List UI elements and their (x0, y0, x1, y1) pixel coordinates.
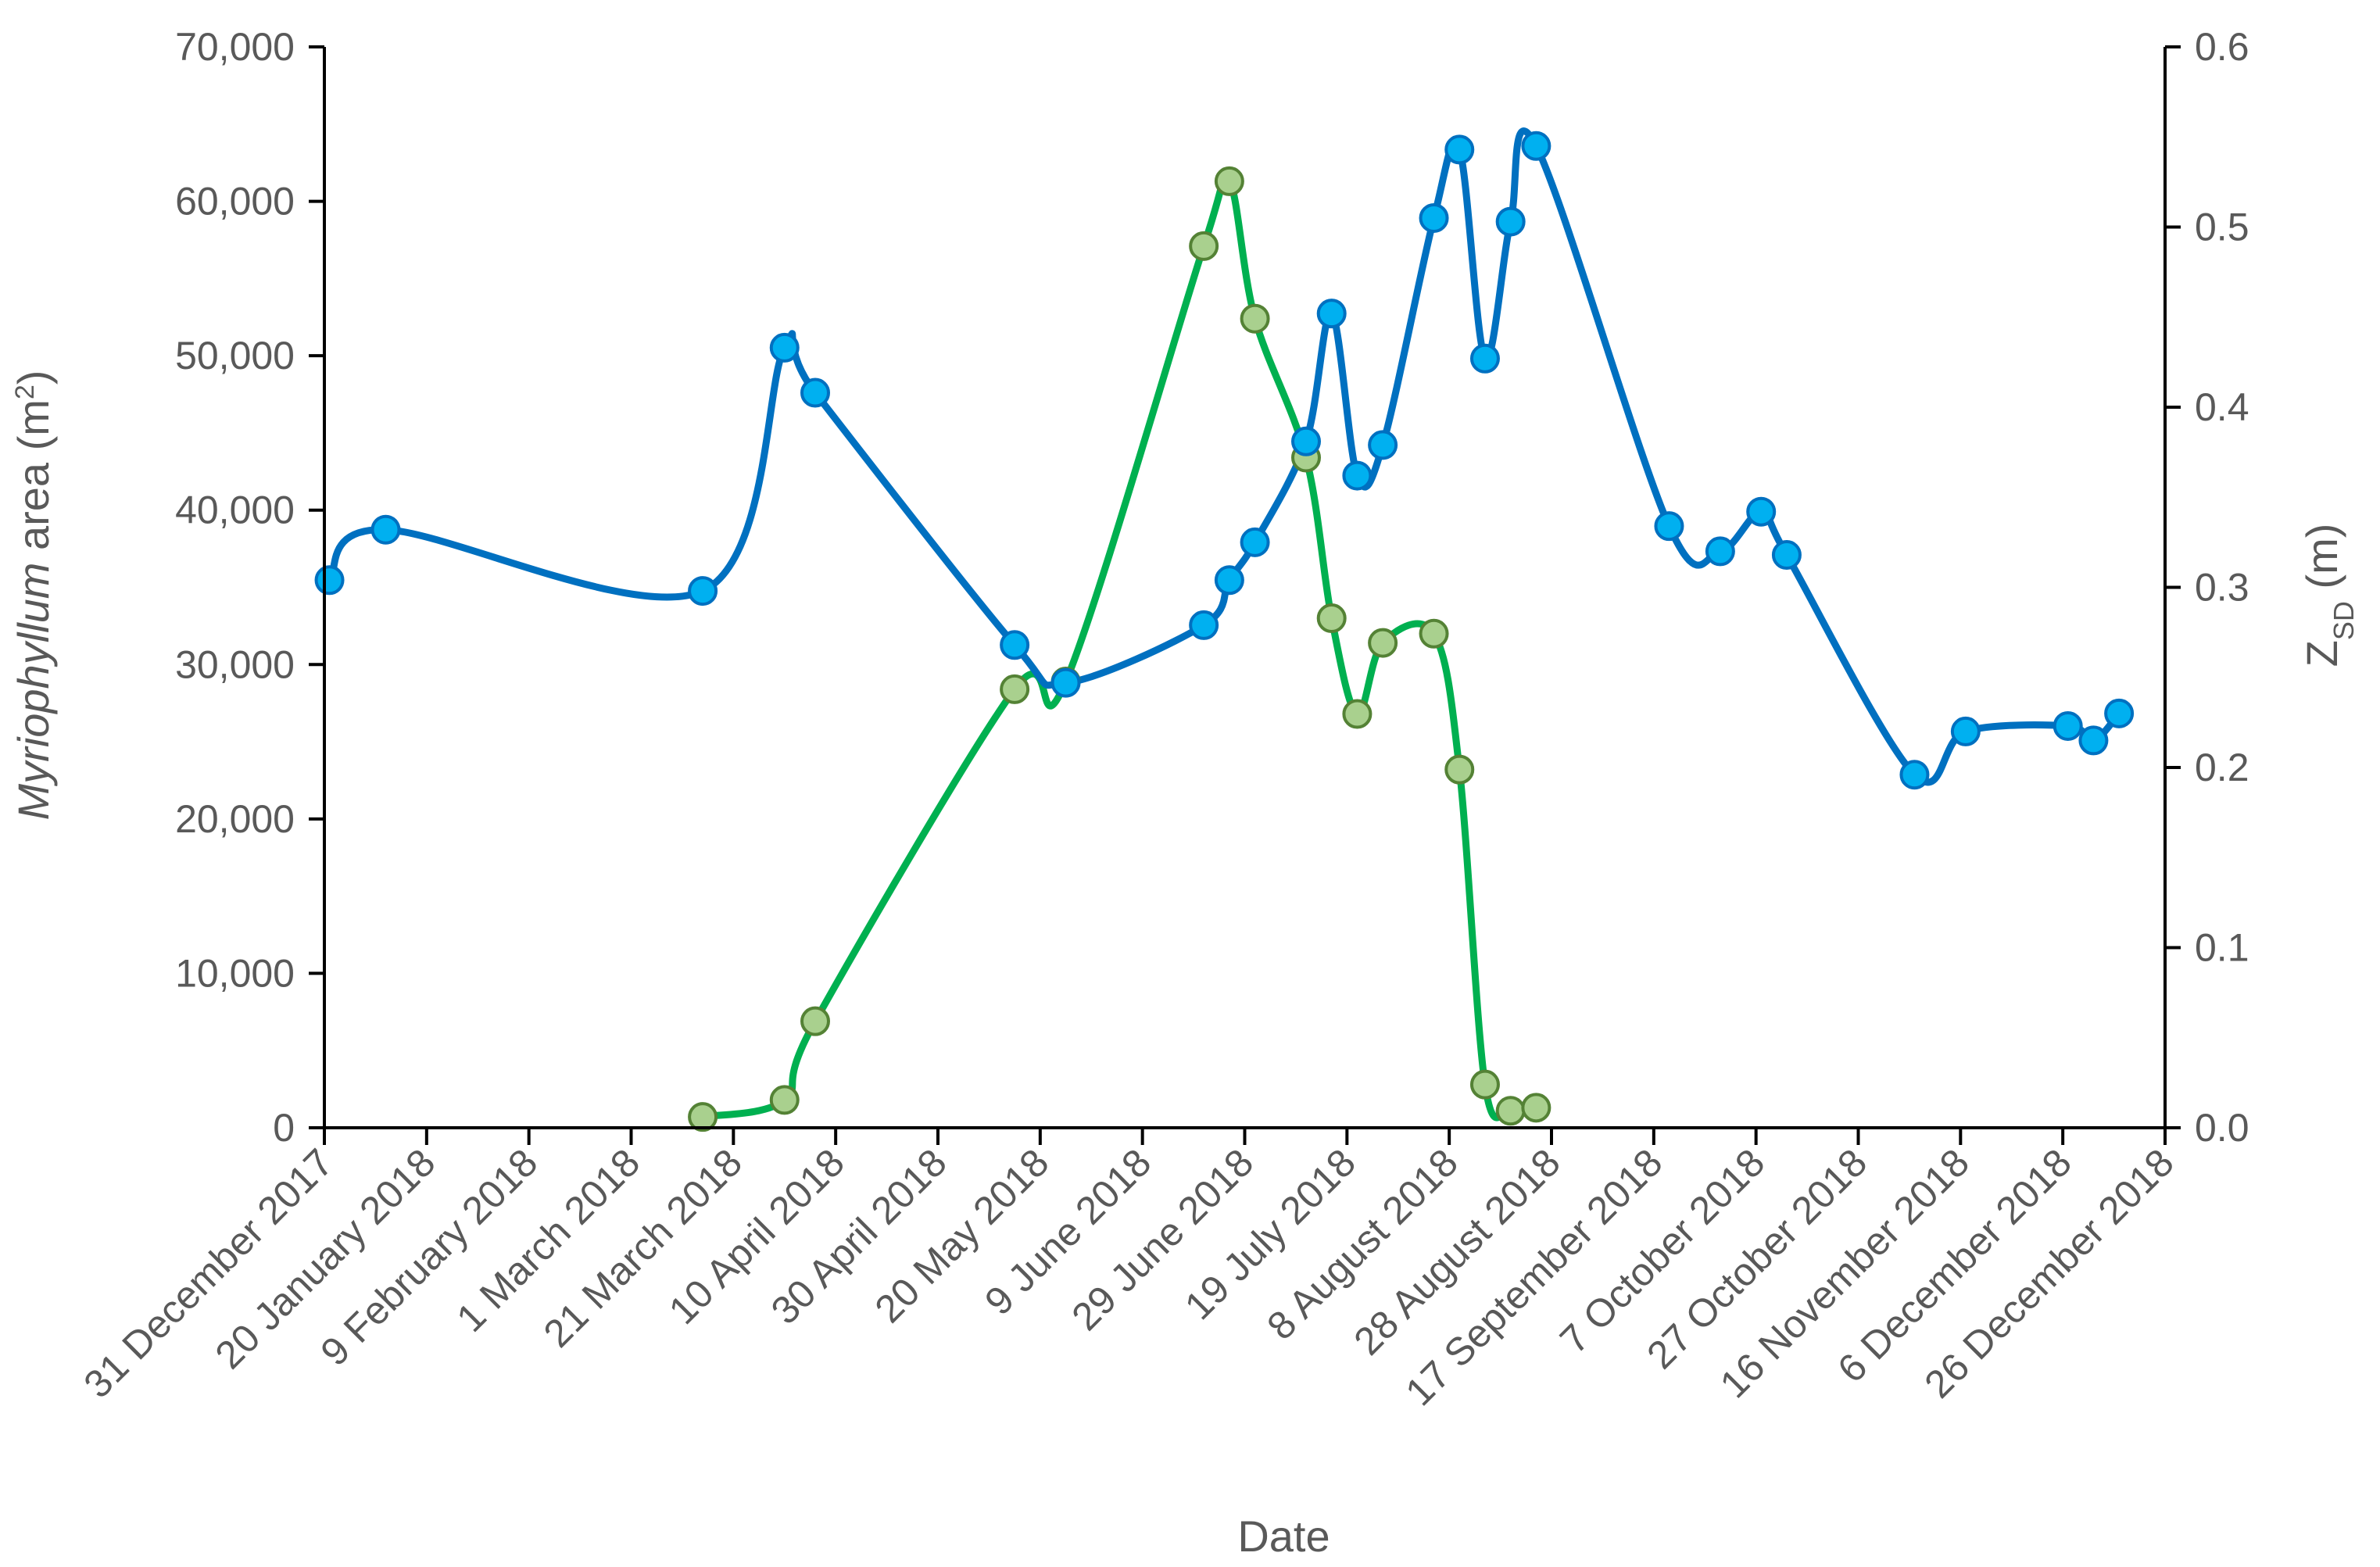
zsd-data-point (1291, 426, 1321, 456)
x-axis-title: Date (1237, 1512, 1330, 1561)
zsd-data-point (1189, 610, 1219, 640)
zsd-series-line (326, 127, 2123, 786)
ticks-layer: 0 10,000 20,000 30,000 40,000 50,000 60,000 70,… (75, 25, 2249, 1414)
series-layer (314, 127, 2135, 1132)
x-tick-label: 29 June 2018 (1063, 1140, 1262, 1339)
area-data-point (1521, 1093, 1551, 1123)
zsd-data-point (1368, 430, 1398, 460)
area-data-point (1316, 603, 1347, 634)
right-y-axis-title: ZSD (m) (2297, 524, 2360, 667)
left-y-axis-title: Myriophyllum area (m2) (9, 370, 58, 821)
right-y-tick-label: 0.1 (2195, 926, 2249, 970)
zsd-data-point (1495, 206, 1526, 237)
left-y-tick-label: 0 (273, 1106, 295, 1150)
right-y-tick-label: 0.0 (2195, 1106, 2249, 1150)
zsd-data-point (2104, 698, 2135, 728)
right-y-tick-label: 0.6 (2195, 25, 2249, 69)
x-tick-label: 30 April 2018 (763, 1140, 955, 1333)
zsd-data-point (1444, 134, 1475, 165)
area-data-point (1240, 303, 1270, 334)
area-data-point (1342, 699, 1373, 729)
right-y-tick-label: 0.4 (2195, 385, 2249, 429)
zsd-data-point (1342, 460, 1373, 491)
zsd-data-point (2078, 725, 2109, 756)
zsd-data-point (688, 576, 718, 606)
left-y-tick-label: 10,000 (175, 951, 295, 995)
y-title-rest: area (m (9, 399, 58, 563)
zsd-data-point (1419, 202, 1449, 233)
right-y-tick-label: 0.5 (2195, 206, 2249, 249)
area-data-point (1214, 166, 1244, 196)
zsd-data-point (370, 514, 401, 545)
area-data-point (1189, 231, 1219, 261)
area-data-point (769, 1085, 800, 1115)
area-data-point (1495, 1096, 1526, 1126)
area-data-point (1000, 674, 1030, 704)
area-data-point (1444, 754, 1475, 785)
x-tick-label: 1 March 2018 (448, 1140, 648, 1340)
y2-title-main: Z (2297, 640, 2346, 667)
zsd-data-point (1240, 527, 1270, 557)
left-y-tick-label: 50,000 (175, 334, 295, 377)
left-y-tick-label: 70,000 (175, 25, 295, 69)
area-data-point (800, 1006, 830, 1036)
zsd-data-point (800, 377, 830, 408)
left-y-tick-label: 30,000 (175, 642, 295, 686)
zsd-data-point (1950, 716, 1981, 746)
zsd-data-point (1000, 630, 1030, 660)
zsd-data-point (1746, 496, 1777, 527)
zsd-data-point (2053, 710, 2083, 741)
zsd-data-point (1050, 667, 1081, 698)
y2-title-sub: SD (2328, 601, 2360, 640)
right-y-tick-label: 0.3 (2195, 566, 2249, 610)
left-y-tick-label: 60,000 (175, 180, 295, 224)
left-y-tick-label: 40,000 (175, 488, 295, 532)
right-y-tick-label: 0.2 (2195, 746, 2249, 789)
zsd-data-point (1899, 760, 1930, 790)
area-data-point (1419, 618, 1449, 649)
zsd-data-point (1705, 536, 1735, 567)
left-y-tick-label: 20,000 (175, 797, 295, 841)
zsd-data-point (1654, 511, 1684, 542)
zsd-data-point (314, 565, 345, 596)
zsd-data-point (1521, 131, 1551, 161)
zsd-data-point (1771, 540, 1802, 571)
y-title-sup: 2 (10, 385, 40, 399)
x-tick-label: 10 April 2018 (660, 1140, 853, 1333)
zsd-data-point (769, 332, 800, 363)
area-data-point (688, 1102, 718, 1132)
y-title-close: ) (9, 370, 58, 385)
y2-title-rest: (m) (2297, 524, 2346, 602)
zsd-data-point (1214, 565, 1244, 596)
y-title-italic: Myriophyllum (9, 563, 58, 821)
zsd-data-point (1469, 343, 1500, 374)
area-data-point (1368, 628, 1398, 658)
area-data-point (1469, 1069, 1500, 1100)
zsd-data-point (1316, 299, 1347, 329)
